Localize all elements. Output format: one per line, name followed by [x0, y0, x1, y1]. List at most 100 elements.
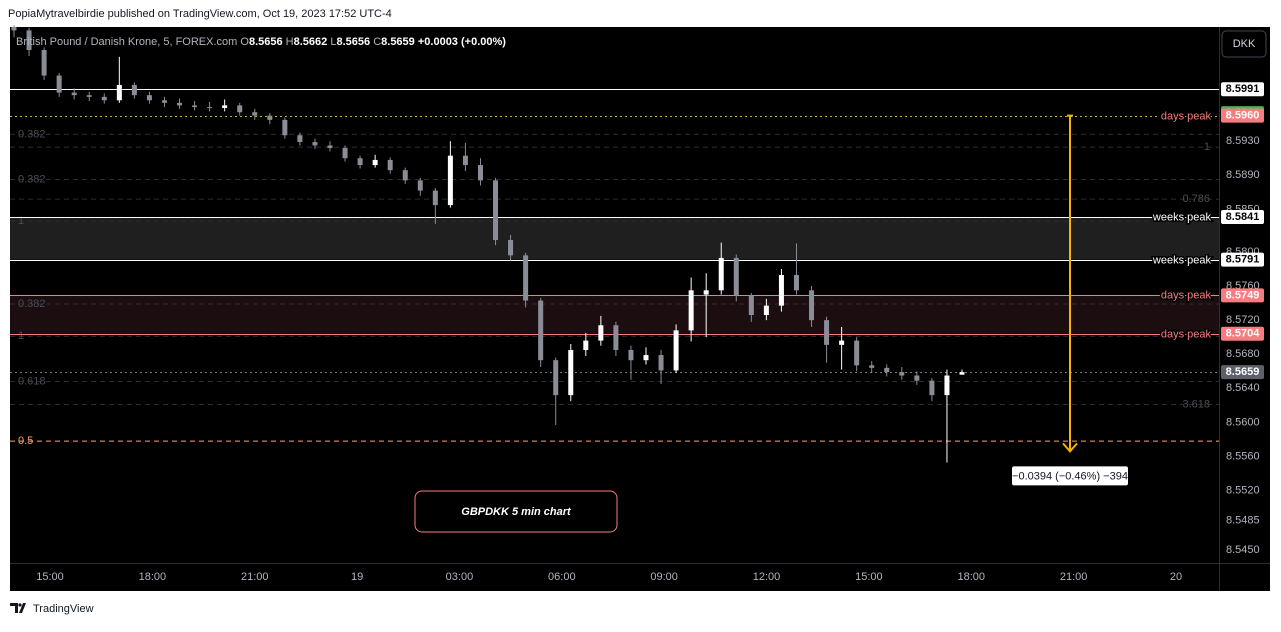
measure-label: −0.0394 (−0.46%) −394 [1012, 470, 1128, 482]
candle-body [854, 340, 860, 366]
candle-body [462, 155, 468, 166]
legend-key: C [373, 36, 381, 48]
currency-button[interactable] [1221, 30, 1267, 58]
y-tick-label: 8.5890 [1226, 169, 1260, 181]
candle-body [252, 112, 258, 116]
candle-body [116, 84, 122, 101]
annotation-box [414, 490, 618, 533]
fib-label: 0.618 [18, 375, 46, 387]
y-tick-label: 8.5720 [1226, 314, 1260, 326]
y-tick-label: 8.5640 [1226, 382, 1260, 394]
candle-body [598, 325, 604, 341]
candle-body [523, 255, 529, 301]
candle-body [824, 320, 830, 345]
price-tag-label: 8.5659 [1226, 366, 1260, 378]
price-tag [1221, 288, 1264, 303]
x-tick-label: 06:00 [548, 571, 576, 583]
y-tick-label: 8.5600 [1226, 416, 1260, 428]
candle-body [553, 360, 559, 396]
fib-label: 0.382 [18, 173, 46, 185]
candle-body [929, 380, 935, 396]
candle-body [26, 30, 32, 51]
price-tag [1221, 108, 1264, 123]
y-tick-label: 8.5680 [1226, 348, 1260, 360]
level-name: weeks peak [1152, 254, 1212, 266]
x-tick-label: 19 [351, 571, 363, 583]
candle-body [11, 27, 17, 31]
candle-body [628, 349, 634, 361]
x-tick-label: 18:00 [139, 571, 167, 583]
candle-body [192, 105, 198, 108]
candle-body [508, 240, 514, 256]
candle-body [372, 159, 378, 166]
x-tick-label: 21:00 [1060, 571, 1088, 583]
price-tag [1221, 210, 1264, 225]
legend-change: +0.0003 (+0.00%) [418, 36, 506, 48]
price-tag [1221, 82, 1264, 97]
x-tick-label: 20 [1170, 571, 1182, 583]
candle-body [793, 274, 799, 291]
legend-key: H [286, 36, 294, 48]
x-tick-label: 18:00 [957, 571, 985, 583]
candle-body [402, 170, 408, 181]
level-name: weeks peak [1152, 211, 1212, 223]
legend-value: 8.5656 [249, 36, 283, 48]
candle-body [493, 180, 499, 241]
fib-label: 0.5 [18, 435, 33, 447]
candle-body [387, 159, 393, 171]
candle-body [688, 290, 694, 331]
candle-body [477, 165, 483, 181]
candle-body [733, 257, 739, 296]
publish-header: PopiaMytravelbirdie published on Trading… [8, 8, 392, 20]
fib-label: 3.618 [1182, 398, 1210, 410]
legend-key: L [330, 36, 336, 48]
candle-body [297, 135, 303, 143]
tv-logo [10, 603, 26, 613]
x-tick-label: 12:00 [753, 571, 781, 583]
candle-body [282, 119, 288, 136]
y-tick-label: 8.5930 [1226, 135, 1260, 147]
candle-body [748, 295, 754, 316]
candle-body [809, 290, 815, 321]
measure-arrow [1062, 442, 1078, 453]
fib-label: 0.382 [18, 298, 46, 310]
candle-body [568, 349, 574, 396]
price-tag [1221, 326, 1264, 341]
y-tick-label: 8.5560 [1226, 450, 1260, 462]
candle-body [177, 102, 183, 106]
candle-body [839, 340, 845, 345]
candle-body [447, 155, 453, 206]
annotation-text: GBPDKK 5 min chart [461, 506, 572, 518]
candle-body [267, 115, 273, 120]
price-tag [1221, 252, 1264, 267]
fib-label: 1 [1204, 141, 1210, 153]
candle-body [86, 95, 92, 97]
candle-body [899, 372, 905, 376]
price-tag-label: 8.5704 [1226, 328, 1261, 340]
candle-body [959, 372, 965, 375]
legend-symbol: British Pound / Danish Krone, 5, FOREX.c… [16, 36, 237, 48]
candle-body [658, 355, 664, 371]
candle-body [161, 100, 167, 103]
fib-label: 0.786 [1182, 193, 1210, 205]
plot: 0.382 0.382 1 0.382 1 0.618 0.5 1 0.786 3.618 8.59… [10, 25, 1264, 583]
price-tag-label: 8.5841 [1226, 211, 1260, 223]
y-tick-label: 8.5450 [1226, 544, 1260, 556]
candle-body [237, 105, 243, 113]
candle-body [613, 325, 619, 350]
candle-body [222, 105, 228, 108]
y-tick-label: 8.5485 [1226, 514, 1260, 526]
candle-body [583, 340, 589, 350]
zone-band [10, 217, 1219, 260]
price-tag-label: 8.5791 [1226, 254, 1260, 266]
level-name: days peak [1161, 289, 1212, 301]
candle-body [327, 145, 333, 149]
price-tag-label: 8.5960 [1226, 110, 1260, 122]
fib-label: 0.382 [18, 128, 46, 140]
candle-body [312, 142, 318, 146]
candle-body [357, 158, 363, 166]
legend-value: 8.5662 [294, 36, 328, 48]
candle-body [101, 96, 107, 101]
footer-brand: TradingView [33, 603, 94, 615]
